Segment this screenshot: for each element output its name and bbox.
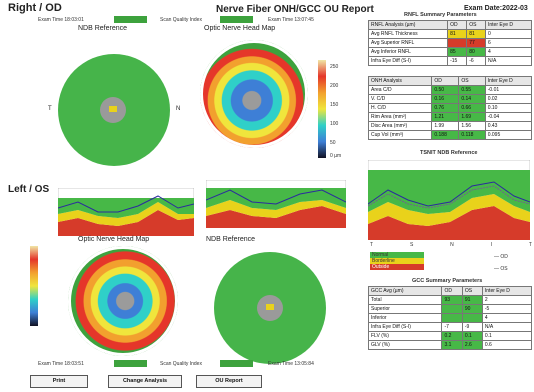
tsnit-ndb-chart — [368, 160, 530, 240]
table-row: Infra Eye Diff (S-I) -7 -9 N/A — [367, 322, 533, 332]
table-row: H. C/D 0.76 0.66 0.10 — [367, 103, 533, 113]
exam-time-right-2: Exam Time 13:07:45 — [268, 17, 314, 23]
onh-map-ring-bottom — [68, 246, 178, 356]
onh-map-label-top: Optic Nerve Head Map — [204, 25, 276, 32]
print-button[interactable]: Print — [30, 375, 88, 388]
od-tsnit-profile — [206, 180, 346, 228]
table-row: Rim Area (mm²) 1.21 1.69 -0.04 — [367, 112, 533, 122]
sector-t-label: T — [48, 106, 52, 112]
ndb-center-marker-bottom — [266, 304, 274, 310]
exam-date: Exam Date:2022-03 — [464, 5, 528, 12]
table-row: Total 93 91 2 — [367, 295, 533, 305]
table-row: GCC Avg (µm) OD OS Inter Eye D — [367, 286, 533, 296]
ou-report-button[interactable]: OU Report — [196, 375, 262, 388]
table-row: Cup Vol (mm³) 0.188 0.118 0.095 — [367, 130, 533, 140]
left-eye-heading: Left / OS — [8, 184, 50, 195]
table-row: RNFL Analysis (µm) OD OS Inter Eye D — [367, 20, 533, 30]
report-title: Nerve Fiber ONH/GCC OU Report — [216, 4, 374, 15]
table-row: Superior 90 -5 — [367, 304, 533, 314]
thickness-colorbar-left — [30, 246, 38, 326]
onh-map-ring-top — [200, 40, 308, 148]
gcc-summary-table: GCC Avg (µm) OD OS Inter Eye D Total 93 … — [367, 286, 533, 350]
ndb-reference-label-top: NDB Reference — [78, 25, 128, 32]
rnfl-summary-title: RNFL Summary Parameters — [404, 12, 477, 18]
exam-time-left-2: Exam Time 13:05:84 — [268, 361, 314, 367]
sector-n-label: N — [176, 106, 181, 112]
table-row: GLV (%) 3.1 2.6 0.6 — [367, 340, 533, 350]
series-legend: — OD — OS — [494, 254, 508, 272]
table-row: Disc Area (mm²) 1.99 1.56 0.43 — [367, 121, 533, 131]
os-tsnit-profile — [58, 188, 194, 236]
gcc-summary-title: GCC Summary Parameters — [412, 278, 483, 284]
table-row: ONH Analysis OD OS Inter Eye D — [367, 76, 533, 86]
colorbar-ticks: 250 200 150 100 50 — [330, 64, 339, 146]
ndb-reference-label-bottom: NDB Reference — [206, 236, 256, 243]
thickness-colorbar — [318, 60, 326, 158]
rnfl-summary-table: RNFL Analysis (µm) OD OS Inter Eye D Avg… — [367, 20, 533, 66]
scan-quality-label-left: Scan Quality Index — [160, 361, 202, 367]
ndb-legend: Normal Borderline Outside — [370, 252, 424, 270]
quality-indicator-green-4 — [220, 360, 253, 367]
right-eye-heading: Right / OD — [8, 2, 62, 14]
change-analysis-button[interactable]: Change Analysis — [108, 375, 182, 388]
exam-time-left-1: Exam Time 18:03:51 — [38, 361, 84, 367]
table-row: Avg RNFL Thickness 81 81 0 — [367, 29, 533, 39]
tsnit-ndb-title: TSNIT NDB Reference — [420, 150, 478, 156]
table-row: Infra Eye Diff (S-I) -15 -6 N/A — [367, 56, 533, 66]
exam-time-label-right: Exam Time 18:03:01 — [38, 17, 84, 23]
colorbar-unit-label: 0 µm — [330, 153, 342, 159]
table-row: Avg Inferior RNFL 85 80 4 — [367, 47, 533, 57]
table-row: FLV (%) 0.2 0.1 0.1 — [367, 331, 533, 341]
quality-indicator-green-2 — [220, 16, 253, 23]
table-row: V. C/D 0.16 0.14 0.02 — [367, 94, 533, 104]
tsnit-axis-labels: T S N I T — [370, 242, 532, 248]
quality-indicator-green — [114, 16, 147, 23]
quality-indicator-green-3 — [114, 360, 147, 367]
scan-quality-label-right: Scan Quality Index — [160, 17, 202, 23]
table-row: Inferior 4 — [367, 313, 533, 323]
ndb-center-marker-top — [109, 106, 117, 112]
table-row: Area C/D 0.50 0.55 -0.01 — [367, 85, 533, 95]
onh-analysis-table: ONH Analysis OD OS Inter Eye D Area C/D … — [367, 76, 533, 140]
onh-map-label-bottom: Optic Nerve Head Map — [78, 236, 150, 243]
table-row: Avg Superior RNFL 77 6 — [367, 38, 533, 48]
